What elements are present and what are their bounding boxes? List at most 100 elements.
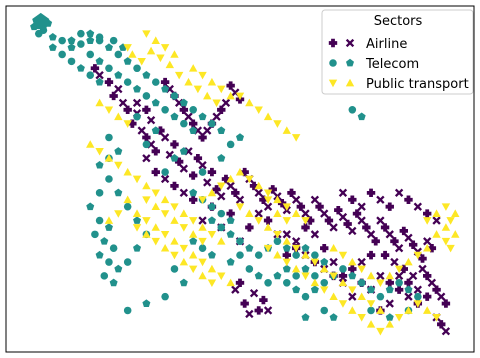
data-point-public-transport (301, 217, 310, 225)
data-point-airline (404, 278, 413, 287)
data-point-airline (291, 195, 301, 204)
data-point-public-transport (301, 250, 310, 259)
data-point-telecom (95, 36, 104, 45)
data-point-public-transport (366, 300, 376, 308)
data-point-airline (142, 154, 151, 163)
data-point-airline (151, 147, 160, 156)
data-point-public-transport (235, 92, 245, 101)
data-point-public-transport (207, 188, 217, 197)
data-point-public-transport (338, 278, 348, 287)
data-point-telecom (91, 230, 99, 239)
data-point-airline (320, 209, 329, 218)
data-point-telecom (217, 154, 226, 162)
data-point-telecom (77, 40, 85, 48)
data-point-public-transport (357, 265, 366, 274)
data-point-airline (394, 271, 404, 281)
data-point-telecom (48, 32, 57, 41)
data-point-telecom (151, 98, 160, 107)
data-point-public-transport (357, 292, 366, 300)
data-point-airline (432, 285, 441, 294)
data-point-airline (156, 126, 165, 135)
data-point-telecom (114, 147, 123, 155)
data-point-airline (366, 250, 376, 260)
data-point-public-transport (179, 244, 189, 253)
data-point-telecom (395, 279, 403, 287)
data-point-telecom (161, 84, 170, 93)
data-point-public-transport (174, 71, 184, 80)
data-point-public-transport (226, 91, 235, 100)
data-point-telecom (404, 285, 413, 294)
data-point-airline (207, 167, 217, 177)
data-point-airline (423, 292, 432, 301)
data-point-public-transport (165, 60, 174, 69)
data-point-telecom (109, 244, 118, 252)
data-point-airline (376, 195, 385, 204)
data-point-public-transport (142, 30, 151, 38)
data-point-airline (245, 309, 254, 319)
data-point-public-transport (170, 203, 179, 211)
data-point-telecom (142, 71, 151, 79)
data-point-public-transport (193, 85, 203, 94)
data-point-public-transport (357, 314, 366, 322)
data-point-public-transport (329, 272, 338, 281)
data-point-airline (427, 278, 437, 287)
data-point-public-transport (291, 244, 301, 253)
data-point-public-transport (432, 230, 441, 238)
data-point-telecom (385, 313, 394, 321)
data-point-airline (357, 202, 366, 211)
data-point-public-transport (142, 217, 151, 225)
data-point-airline (348, 264, 357, 274)
data-point-telecom (236, 251, 244, 259)
data-point-airline (306, 216, 315, 225)
legend-entries: Airline Telecom Public transport (328, 37, 469, 92)
data-point-public-transport (310, 258, 320, 267)
data-point-public-transport (329, 292, 338, 300)
data-point-telecom (109, 278, 118, 287)
data-point-airline (343, 219, 352, 229)
data-point-airline (366, 230, 376, 239)
data-point-telecom (100, 237, 109, 245)
data-point-airline (170, 140, 179, 149)
data-point-airline (203, 126, 212, 135)
data-point-airline (90, 64, 100, 73)
data-point-telecom (34, 29, 43, 38)
data-point-airline (301, 209, 310, 218)
data-point-telecom (357, 112, 366, 121)
data-point-airline (249, 289, 259, 298)
data-point-telecom (357, 279, 366, 287)
data-point-airline (235, 278, 245, 287)
data-point-public-transport (245, 209, 254, 217)
legend-label-public-transport: Public transport (366, 77, 469, 92)
data-point-public-transport (160, 195, 170, 204)
data-point-public-transport (273, 231, 282, 239)
data-point-airline (352, 209, 362, 218)
data-point-airline (380, 223, 390, 232)
data-point-airline (348, 226, 357, 236)
data-point-public-transport (376, 306, 385, 314)
data-point-telecom (67, 57, 76, 66)
data-point-airline (198, 216, 207, 225)
data-point-public-transport (217, 237, 226, 245)
data-point-airline (310, 195, 320, 204)
data-point-telecom (310, 285, 319, 294)
data-point-public-transport (413, 300, 423, 308)
data-point-telecom (189, 106, 197, 114)
data-point-telecom (104, 43, 113, 51)
data-point-public-transport (366, 271, 376, 280)
legend-marker-telecom (329, 59, 337, 67)
data-point-airline (142, 105, 151, 114)
data-point-public-transport (245, 98, 254, 107)
data-point-public-transport (123, 195, 132, 204)
data-point-airline (301, 223, 310, 232)
data-point-public-transport (348, 306, 357, 314)
data-point-telecom (189, 188, 198, 197)
data-point-public-transport (198, 71, 207, 80)
data-point-airline (394, 188, 404, 198)
data-point-public-transport (146, 46, 156, 55)
data-point-telecom (283, 279, 291, 287)
data-point-public-transport (189, 265, 198, 274)
data-point-telecom (95, 77, 104, 86)
data-point-public-transport (160, 210, 170, 218)
data-point-public-transport (423, 244, 432, 252)
